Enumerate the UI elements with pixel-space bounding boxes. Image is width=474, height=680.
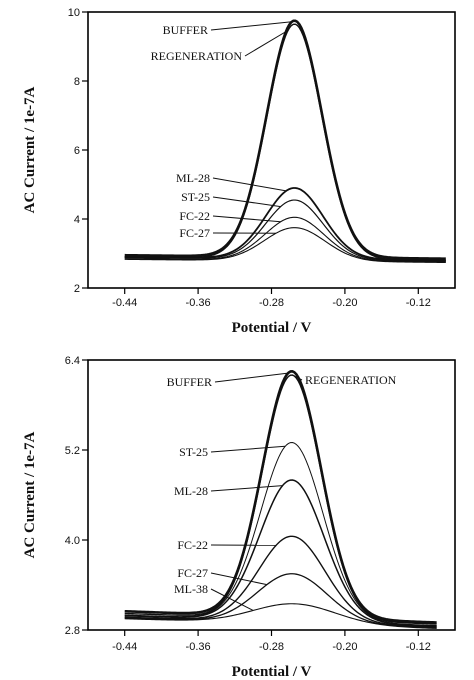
series-line-buffer — [124, 19, 446, 260]
x-tick-label: -0.12 — [406, 297, 431, 309]
y-tick-label: 4.0 — [65, 535, 80, 547]
series-line-fc-22 — [124, 535, 437, 628]
x-tick-label: -0.44 — [112, 297, 137, 309]
callout-label: FC-22 — [177, 538, 208, 552]
callout-leader — [210, 588, 254, 611]
y-axis-title: AC Current / 1e-7A — [22, 431, 38, 558]
callout-label: FC-27 — [177, 566, 208, 580]
callout-leader — [212, 177, 287, 192]
callout-label: ML-28 — [174, 484, 208, 498]
x-tick-label: -0.36 — [186, 297, 211, 309]
callout-leader — [210, 445, 286, 453]
chart-panel-1: 2 4 6 8 10 -0.44 -0.36 -0.28 -0.20 -0.12 Potential… — [22, 7, 456, 336]
y-tick-label: 8 — [74, 76, 80, 88]
y-tick-label: 4 — [74, 214, 80, 226]
x-tick-label: -0.44 — [112, 641, 137, 653]
callout-label: REGENERATION — [305, 373, 397, 387]
callout-label: ST-25 — [181, 190, 210, 204]
y-tick-label: 6.4 — [65, 355, 80, 367]
y-axis-title: AC Current / 1e-7A — [22, 86, 38, 213]
callout-label: FC-22 — [179, 209, 210, 223]
x-tick-label: -0.12 — [406, 641, 431, 653]
callout-leader — [212, 196, 281, 208]
y-tick-label: 5.2 — [65, 445, 80, 457]
x-tick-label: -0.28 — [259, 297, 284, 309]
x-tick-label: -0.36 — [186, 641, 211, 653]
callout-leader — [212, 215, 281, 223]
callout-label: ML-28 — [176, 171, 210, 185]
y-tick-label: 2.8 — [65, 625, 80, 637]
chart-panel-2: 2.8 4.0 5.2 6.4 -0.44 -0.36 -0.28 -0.20 -0.12 Pot… — [22, 355, 456, 680]
series-line-st-25 — [124, 442, 437, 626]
series-line-st-25 — [124, 199, 446, 262]
y-tick-label: 10 — [68, 7, 80, 19]
x-tick-label: -0.20 — [332, 297, 357, 309]
callout-label: BUFFER — [167, 375, 212, 389]
callout-label: BUFFER — [163, 23, 208, 37]
x-tick-label: -0.20 — [332, 641, 357, 653]
series-line-fc-22 — [124, 216, 446, 263]
y-tick-label: 2 — [74, 283, 80, 295]
series-line-regeneration — [124, 374, 437, 625]
callout-label: ML-38 — [174, 582, 208, 596]
y-tick-label: 6 — [74, 145, 80, 157]
callout-label: ST-25 — [179, 445, 208, 459]
plot-frame — [87, 359, 456, 631]
callout-leader — [294, 375, 303, 381]
callout-label: REGENERATION — [151, 49, 243, 63]
plot-frame — [87, 11, 456, 289]
callout-leader — [210, 485, 283, 492]
callout-leader — [244, 29, 289, 57]
callout-leader — [214, 372, 289, 383]
series-line-ml-28 — [124, 479, 437, 627]
series-line-ml-28 — [124, 187, 446, 262]
x-axis-title: Potential / V — [232, 664, 312, 680]
callout-label: FC-27 — [179, 226, 210, 240]
x-axis-title: Potential / V — [232, 320, 312, 336]
callout-leader — [210, 21, 292, 31]
series-line-ml-38 — [124, 603, 437, 629]
callout-leader — [210, 572, 268, 586]
series-line-buffer — [124, 370, 437, 624]
series-line-fc-27 — [124, 227, 446, 264]
x-tick-label: -0.28 — [259, 641, 284, 653]
